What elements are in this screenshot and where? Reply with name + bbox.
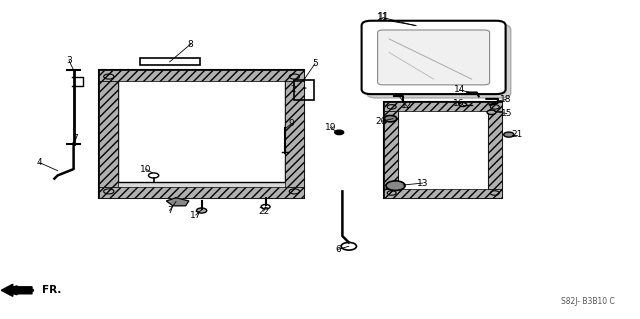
Circle shape — [148, 173, 159, 178]
Text: 14: 14 — [454, 85, 465, 94]
Text: 7: 7 — [73, 134, 78, 143]
Bar — [99, 70, 304, 81]
Bar — [384, 111, 398, 189]
Text: 11: 11 — [377, 13, 388, 22]
Text: 21: 21 — [511, 130, 523, 139]
Bar — [294, 80, 314, 100]
Text: FR.: FR. — [42, 285, 61, 295]
Bar — [99, 81, 118, 187]
FancyArrow shape — [1, 284, 32, 296]
Bar — [285, 81, 304, 187]
Circle shape — [459, 103, 467, 107]
Bar — [384, 189, 502, 198]
Bar — [384, 102, 502, 111]
Text: 2: 2 — [291, 85, 296, 94]
Text: 20: 20 — [376, 117, 387, 126]
Text: 15: 15 — [501, 109, 513, 118]
Text: 18: 18 — [500, 95, 511, 104]
FancyBboxPatch shape — [367, 25, 511, 98]
Circle shape — [335, 130, 344, 135]
Text: 3: 3 — [67, 56, 72, 65]
Bar — [99, 70, 304, 198]
Circle shape — [386, 181, 405, 190]
Circle shape — [384, 115, 397, 122]
Bar — [140, 58, 200, 65]
Text: 8: 8 — [188, 40, 193, 48]
Text: 13: 13 — [417, 179, 428, 188]
Bar — [384, 102, 502, 198]
Polygon shape — [166, 198, 189, 206]
Bar — [99, 187, 304, 198]
Bar — [118, 80, 285, 182]
Text: ═: ═ — [302, 86, 306, 91]
Text: 12: 12 — [401, 101, 412, 110]
Text: 5: 5 — [312, 59, 317, 68]
Circle shape — [261, 204, 270, 209]
FancyBboxPatch shape — [378, 30, 490, 85]
Text: 9: 9 — [289, 119, 294, 128]
Text: 7: 7 — [167, 206, 172, 215]
Bar — [398, 109, 488, 191]
FancyBboxPatch shape — [362, 21, 506, 94]
Bar — [488, 111, 502, 189]
Circle shape — [487, 110, 496, 115]
Text: 6: 6 — [335, 245, 340, 254]
Text: S82J- B3B10 C: S82J- B3B10 C — [561, 297, 614, 306]
Circle shape — [196, 208, 207, 213]
Text: 22: 22 — [258, 207, 269, 216]
Text: 17: 17 — [190, 211, 202, 219]
Text: 4: 4 — [37, 158, 42, 167]
Text: 11: 11 — [378, 11, 390, 20]
Text: 10: 10 — [140, 165, 152, 174]
Text: 16: 16 — [452, 99, 464, 108]
Circle shape — [504, 132, 514, 137]
Text: 19: 19 — [324, 123, 336, 132]
